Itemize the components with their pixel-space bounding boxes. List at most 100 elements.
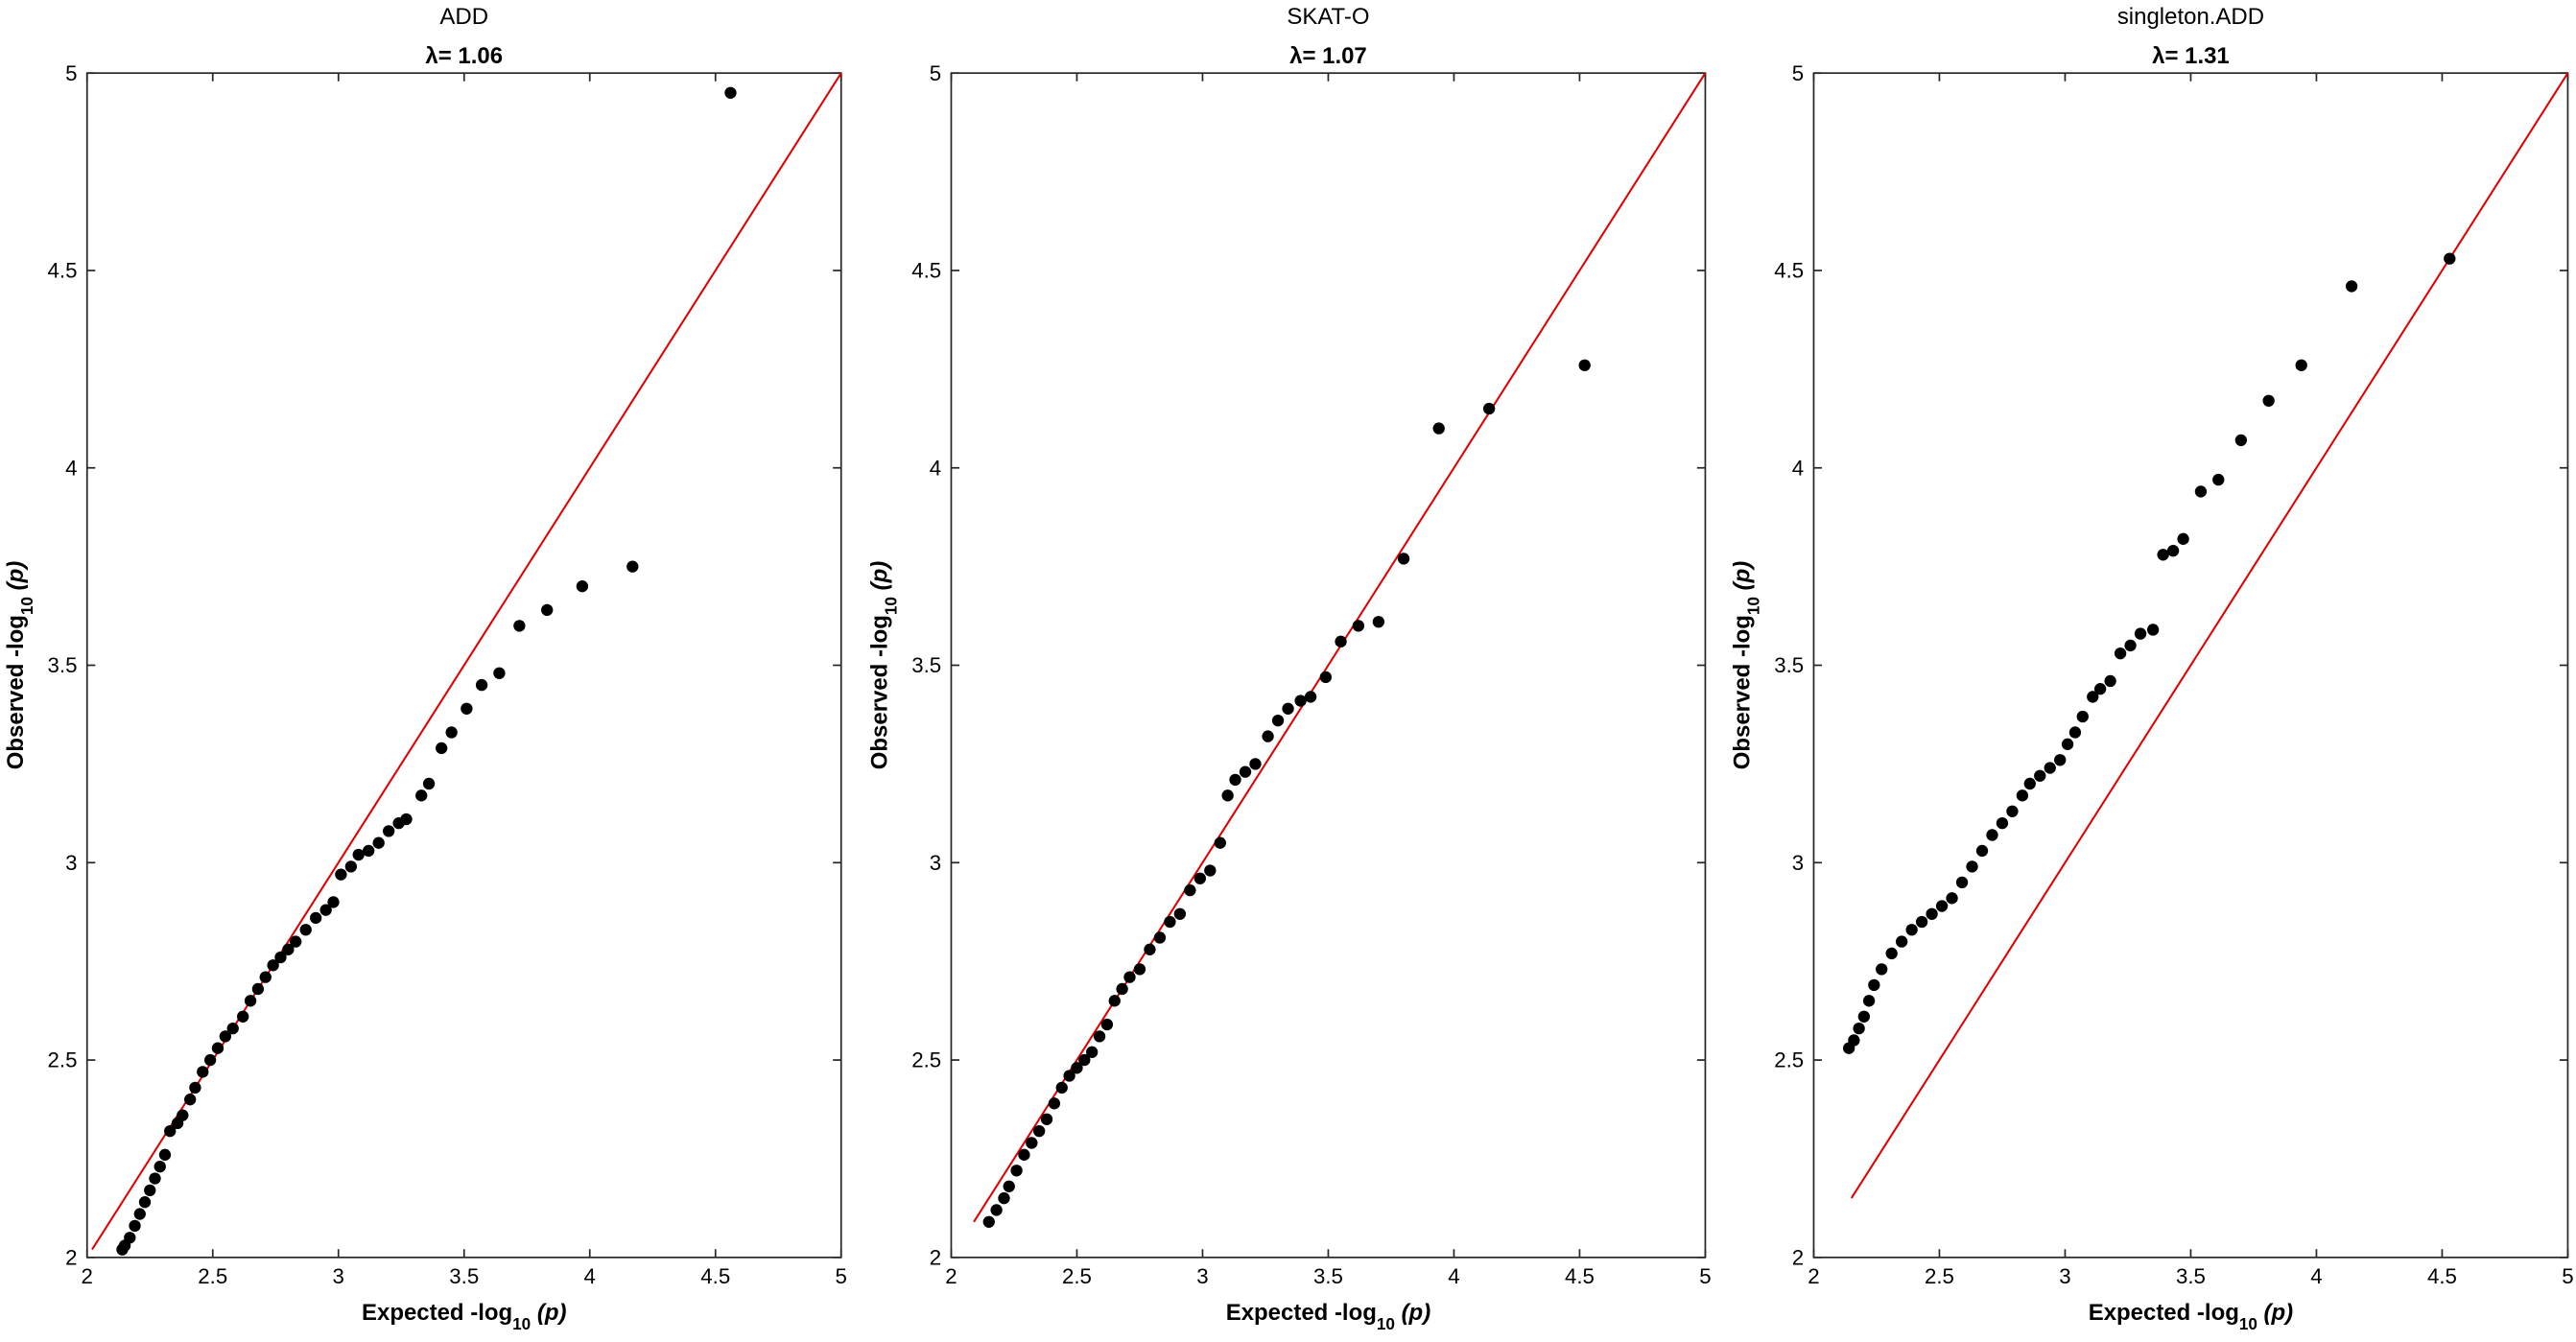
xlabel-text: Expected -log	[2089, 1300, 2239, 1326]
point	[475, 678, 488, 692]
ylabel-space	[3, 590, 29, 597]
y-tick-label: 4	[1792, 456, 1804, 480]
point	[1482, 402, 1496, 415]
y-tick-label: 5	[1792, 61, 1804, 85]
y-tick-label: 5	[65, 61, 77, 85]
point	[1086, 1046, 1099, 1058]
point	[1249, 758, 1262, 770]
x-tick-label: 2	[1808, 1264, 1819, 1288]
point	[1352, 620, 1365, 632]
x-tick-label: 5	[1699, 1264, 1711, 1288]
xlabel-space	[1395, 1300, 1402, 1326]
point	[1221, 789, 1234, 802]
point	[274, 951, 287, 964]
point	[1975, 844, 1989, 858]
x-tick-label: 3.5	[449, 1264, 479, 1288]
point	[2061, 738, 2074, 750]
reference-line	[1850, 72, 2569, 1199]
point	[363, 844, 375, 858]
ylabel-text: Observed -log	[1730, 615, 1756, 769]
point	[1996, 816, 2009, 830]
point	[171, 1117, 184, 1130]
reference-line	[973, 72, 1707, 1223]
y-tick-label: 2	[1792, 1246, 1804, 1270]
xlabel-p: (p)	[537, 1300, 567, 1326]
point	[1123, 971, 1136, 983]
point	[2157, 549, 2169, 561]
point	[244, 995, 257, 1007]
point	[626, 560, 639, 573]
point	[344, 860, 358, 873]
point	[392, 816, 405, 830]
ylabel: Observed -log10 (p)	[3, 561, 36, 769]
panel: 2 2.5 3 3.5 4 4.5 5 2 2.5 3 3.5 4 4.5 5 singleton.ADD λ…	[1730, 4, 2574, 1333]
point	[1895, 935, 1908, 948]
point	[2068, 726, 2082, 739]
chart-subtitle: λ= 1.07	[1289, 43, 1367, 69]
point	[1578, 359, 1591, 371]
point	[2054, 754, 2067, 766]
xlabel-p: (p)	[1402, 1300, 1431, 1326]
ylabel-p: (p)	[1730, 561, 1756, 591]
y-tick-label: 5	[930, 61, 941, 85]
ylabel-text: Observed -log	[867, 615, 893, 769]
point	[1853, 1022, 1865, 1035]
point	[1397, 553, 1410, 565]
y-tick-label: 3.5	[48, 653, 78, 677]
point	[1133, 963, 1146, 976]
point	[2044, 762, 2056, 774]
point	[1935, 900, 1949, 912]
xlabel: Expected -log10 (p)	[1226, 1300, 1430, 1332]
point	[352, 848, 365, 861]
point	[2087, 691, 2099, 703]
x-tick-label: 2.5	[198, 1264, 227, 1288]
point	[422, 777, 436, 790]
y-tick-label: 4.5	[1774, 259, 1804, 283]
point	[461, 702, 473, 715]
ylabel-text: Observed -log	[3, 615, 29, 769]
point	[1842, 1042, 1855, 1054]
point	[133, 1208, 146, 1220]
y-tick-label: 4.5	[911, 259, 941, 283]
point	[282, 943, 295, 955]
x-tick-label: 3.5	[2176, 1264, 2206, 1288]
point	[2177, 532, 2189, 545]
point	[2134, 627, 2147, 640]
x-tick-label: 3	[1196, 1264, 1208, 1288]
point	[1946, 892, 1958, 905]
point	[2146, 624, 2160, 636]
x-tick-label: 2	[82, 1264, 93, 1288]
point	[203, 1053, 217, 1067]
chart-subtitle: λ= 1.06	[425, 43, 503, 69]
point	[2262, 394, 2275, 407]
point	[1193, 872, 1207, 884]
point	[1010, 1165, 1023, 1177]
x-tick-label: 3	[333, 1264, 344, 1288]
point	[1926, 907, 1938, 920]
panel: 2 2.5 3 3.5 4 4.5 5 2 2.5 3 3.5 4 4.5 5 ADD λ= 1.06 Expe…	[3, 4, 847, 1333]
xlabel-space	[531, 1300, 537, 1326]
point	[2093, 683, 2107, 695]
point	[1100, 1018, 1114, 1031]
chart-title: ADD	[439, 4, 488, 30]
point	[1966, 860, 1978, 873]
x-tick-label: 4.5	[1565, 1264, 1595, 1288]
point	[1271, 714, 1285, 727]
point	[1432, 422, 1445, 435]
ylabel-p: (p)	[3, 561, 29, 591]
point	[1304, 691, 1317, 703]
point	[116, 1243, 129, 1256]
point	[2124, 639, 2137, 652]
point	[1262, 730, 1274, 742]
y-tick-label: 4	[930, 456, 941, 480]
point	[184, 1094, 197, 1106]
xlabel: Expected -log10 (p)	[362, 1300, 566, 1332]
xlabel-subscript: 10	[2239, 1314, 2257, 1332]
point	[1078, 1053, 1091, 1067]
ylabel-p: (p)	[867, 561, 893, 591]
y-tick-label: 3.5	[911, 653, 941, 677]
point	[415, 789, 428, 802]
ylabel-subscript: 10	[17, 597, 35, 615]
point	[1108, 995, 1121, 1007]
point	[372, 836, 385, 849]
